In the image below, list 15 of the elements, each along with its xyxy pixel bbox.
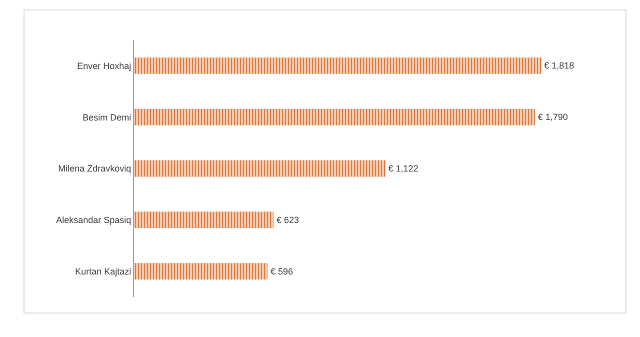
- bar: [134, 160, 386, 177]
- y-tick-label: Enver Hoxhaj: [77, 60, 132, 71]
- y-tick-label: Aleksandar Spasiq: [56, 215, 132, 226]
- y-tick-label: Kurtan Kajtazi: [75, 266, 132, 276]
- y-tick-label: Besim Demi: [82, 112, 132, 122]
- data-label: € 596: [270, 266, 293, 276]
- data-label: € 1,122: [388, 164, 418, 174]
- data-label: € 1,818: [544, 60, 574, 71]
- bar: [134, 212, 274, 228]
- bar: [134, 108, 535, 126]
- bar: [134, 263, 268, 280]
- data-label: € 1,790: [538, 112, 568, 122]
- y-tick-label: Milena Zdravkoviq: [58, 164, 132, 174]
- data-label: € 623: [276, 214, 300, 225]
- bar: [134, 57, 542, 74]
